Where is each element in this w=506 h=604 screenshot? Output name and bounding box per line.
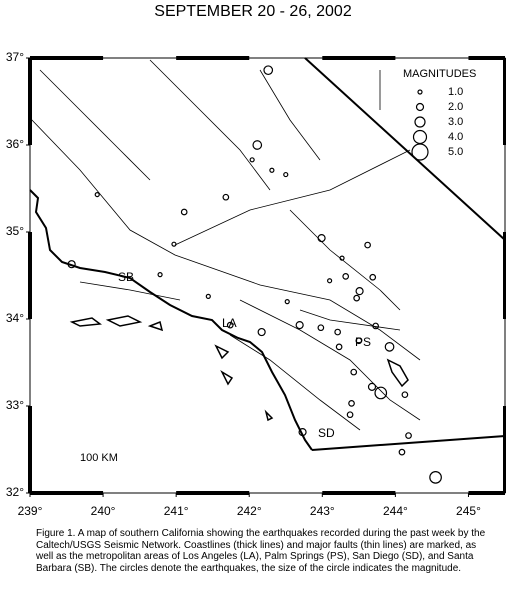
geography: [29, 57, 506, 451]
legend-symbol: [414, 116, 426, 128]
fault: [239, 299, 421, 421]
y-tick-label: 33°: [6, 398, 24, 412]
earthquake: [317, 324, 325, 332]
earthquake: [180, 208, 188, 216]
fault: [29, 117, 421, 361]
earthquake: [252, 140, 263, 150]
legend-symbol: [411, 143, 429, 161]
y-tick-label: 35°: [6, 224, 24, 238]
earthquake: [171, 241, 177, 247]
legend-symbol: [412, 129, 428, 145]
earthquake: [283, 171, 289, 178]
place-label: LA: [222, 316, 237, 330]
fault: [229, 334, 361, 431]
earthquake: [249, 157, 255, 163]
earthquake: [350, 368, 358, 376]
y-tick-label: 37°: [6, 50, 24, 64]
earthquake: [384, 341, 395, 352]
y-tick-label: 36°: [6, 137, 24, 151]
x-tick-label: 241°: [164, 504, 189, 518]
y-tick-label: 34°: [6, 311, 24, 325]
place-label: SB: [118, 270, 134, 284]
faults: [29, 59, 421, 431]
earthquake: [342, 273, 350, 280]
legend-label: 3.0: [448, 116, 463, 128]
earthquake: [339, 255, 345, 261]
earthquake: [405, 432, 412, 439]
earthquake: [263, 65, 274, 76]
earthquake: [222, 193, 230, 201]
fault: [289, 209, 401, 311]
legend-symbol: [415, 102, 425, 112]
mexico-border: [311, 435, 506, 451]
earthquake: [157, 272, 163, 278]
scale-label: 100 KM: [80, 452, 118, 464]
x-tick-label: 245°: [456, 504, 481, 518]
fault: [79, 281, 181, 301]
earthquake: [367, 382, 377, 391]
x-tick-label: 240°: [91, 504, 116, 518]
legend-label: 4.0: [448, 131, 463, 143]
x-tick-label: 244°: [383, 504, 408, 518]
x-tick-label: 243°: [310, 504, 335, 518]
island: [69, 317, 102, 327]
fault: [174, 149, 411, 246]
earthquake: [374, 386, 388, 400]
x-tick-label: 239°: [18, 504, 43, 518]
caption: Figure 1. A map of southern California s…: [36, 528, 486, 574]
x-tick-label: 242°: [237, 504, 262, 518]
y-tick-label: 32°: [6, 485, 24, 499]
earthquake: [295, 320, 304, 330]
fault: [299, 309, 401, 331]
island: [105, 315, 143, 327]
earthquake: [355, 287, 364, 296]
earthquake: [67, 260, 76, 269]
earthquake: [369, 273, 377, 281]
island: [214, 344, 230, 360]
earthquake: [348, 400, 355, 407]
earthquake: [346, 411, 354, 419]
earthquake: [355, 337, 363, 345]
state-border: [304, 57, 506, 241]
earthquake: [226, 321, 234, 329]
earthquake: [317, 233, 326, 243]
legend-title: MAGNITUDES: [403, 68, 476, 80]
earthquake: [429, 470, 442, 484]
map: SEPTEMBER 20 - 26, 2002 239° 240° 241° 242°…: [6, 3, 506, 518]
place-label: SD: [318, 426, 335, 440]
earthquake: [205, 293, 211, 299]
earthquake: [364, 241, 371, 249]
legend-label: 2.0: [448, 101, 463, 113]
earthquake: [298, 428, 307, 437]
fault: [39, 69, 151, 181]
fault: [259, 69, 321, 161]
island: [220, 370, 234, 386]
salton-sea: [386, 358, 409, 388]
earthquake: [401, 391, 409, 399]
earthquake: [353, 294, 361, 302]
earthquake: [335, 343, 343, 351]
island: [147, 320, 164, 332]
earthquake: [327, 278, 333, 284]
legend-label: 1.0: [448, 86, 463, 98]
legend-label: 5.0: [448, 146, 463, 158]
map-title: SEPTEMBER 20 - 26, 2002: [154, 3, 352, 20]
earthquake: [94, 191, 100, 198]
place-label: PS: [355, 335, 371, 349]
earthquake: [269, 167, 275, 173]
earthquake: [257, 327, 266, 337]
map-frame: [29, 57, 506, 494]
coastline: [29, 189, 313, 451]
earthquake: [334, 328, 342, 336]
legend-symbol: [417, 89, 423, 95]
earthquake: [398, 448, 406, 456]
earthquake: [372, 322, 380, 330]
earthquake: [284, 299, 290, 305]
fault: [149, 59, 271, 191]
island: [264, 409, 274, 422]
